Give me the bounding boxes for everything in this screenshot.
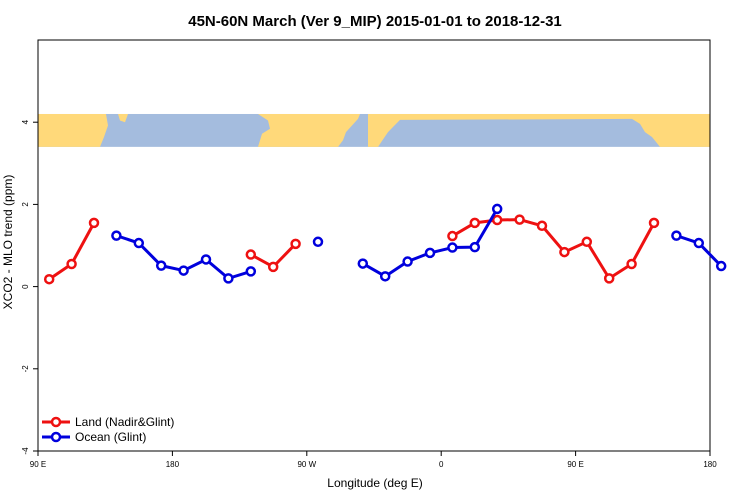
x-tick-label: 90 E [567,460,583,469]
y-axis: -4 -2 0 2 4 [21,119,38,455]
data-point [111,230,122,241]
data-point [267,261,279,273]
data-point [223,273,234,284]
data-point [402,256,413,267]
x-tick-label: 90 E [30,460,46,469]
legend: Land (Nadir&Glint) Ocean (Glint) [42,415,174,444]
data-point [715,260,727,272]
data-point [379,271,391,282]
y-tick-label: 0 [21,284,30,289]
map-land-region [38,113,108,147]
data-point [491,214,503,226]
y-tick-label: 2 [21,202,30,207]
data-point [133,237,145,249]
map-land-shapes [38,113,710,147]
legend-item-land: Land (Nadir&Glint) [42,415,174,429]
y-tick-label: -4 [21,447,30,455]
data-point [671,230,682,241]
data-point [290,238,301,250]
data-point [469,217,481,229]
data-point [469,241,481,253]
x-tick-label: 0 [439,460,444,469]
data-point [155,260,167,271]
data-point [581,236,593,248]
data-point [312,236,324,248]
y-tick-label: -2 [21,365,30,373]
map-band [38,113,710,147]
legend-ocean-label: Ocean (Glint) [75,430,146,444]
legend-land-marker [50,416,62,428]
data-point [424,247,436,259]
x-tick-label: 180 [166,460,180,469]
data-point [357,258,369,269]
data-point [245,266,257,277]
data-point [536,220,548,232]
data-point [693,237,705,249]
legend-item-ocean: Ocean (Glint) [42,430,146,444]
y-axis-label: XCO2 - MLO trend (ppm) [1,175,15,310]
data-point [447,230,458,242]
x-tick-label: 180 [703,460,717,469]
series-land [43,214,660,285]
series-ocean [111,203,727,284]
series-line [451,218,656,280]
map-land-region [118,113,128,123]
map-land-region [368,113,710,147]
y-tick-label: 4 [21,119,30,124]
data-point [447,242,458,253]
data-point [88,217,100,229]
data-point [200,254,212,265]
data-point [626,258,637,270]
x-axis-label: Longitude (deg E) [327,476,422,490]
series-layer [43,203,727,285]
legend-land-label: Land (Nadir&Glint) [75,415,174,429]
x-axis: 90 E 180 90 W 0 90 E 180 [30,451,717,469]
plot-frame [37,39,711,452]
chart-title: 45N-60N March (Ver 9_MIP) 2015-01-01 to … [188,13,562,30]
data-point [66,258,77,270]
data-point [648,217,660,229]
data-point [559,246,570,258]
data-point [491,203,503,215]
data-point [43,273,55,285]
data-point [245,249,257,260]
data-point [514,214,525,225]
data-point [603,273,615,284]
series-line [48,222,96,281]
x-tick-label: 90 W [297,460,316,469]
map-land-region [258,113,360,147]
data-point [178,265,189,276]
legend-ocean-marker [50,431,62,443]
